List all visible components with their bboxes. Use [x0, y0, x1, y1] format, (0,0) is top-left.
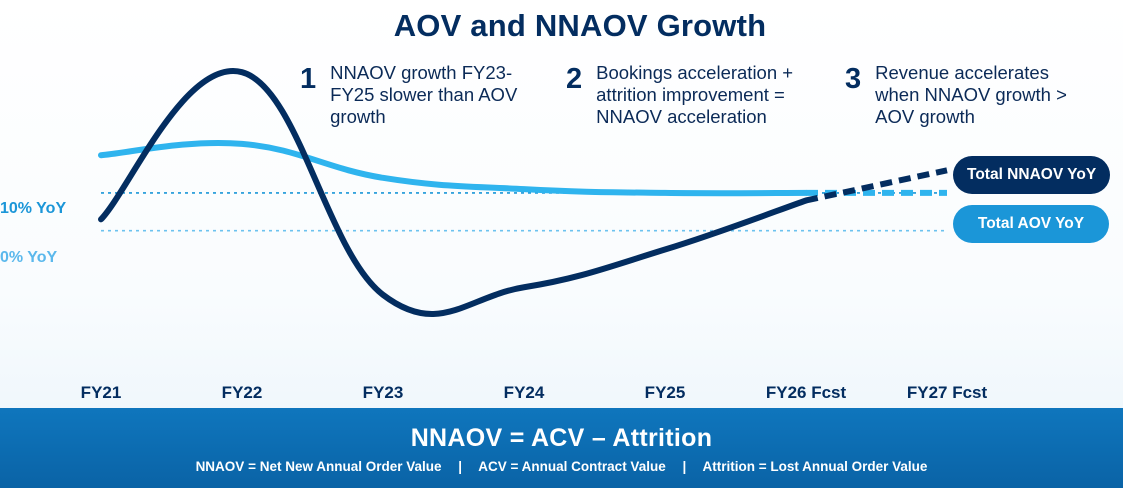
- def-nnaov: NNAOV = Net New Annual Order Value: [195, 459, 442, 474]
- x-tick-fy26: FY26 Fcst: [765, 383, 847, 402]
- footer-banner: NNAOV = ACV – Attrition NNAOV = Net New …: [0, 408, 1123, 488]
- x-tick-fy27: FY27 Fcst: [906, 383, 988, 402]
- callout-1: 1 NNAOV growth FY23-FY25 slower than AOV…: [300, 62, 540, 128]
- x-tick-fy23: FY23: [362, 383, 404, 402]
- series-line-total-aov-yoy: [98, 139, 809, 197]
- callout-1-number: 1: [300, 63, 317, 95]
- footer-formula: NNAOV = ACV – Attrition: [410, 424, 713, 452]
- footer-definitions: NNAOV = Net New Annual Order Value | ACV…: [0, 459, 1123, 474]
- callout-2: 2 Bookings acceleration + attrition impr…: [566, 62, 816, 128]
- x-tick-fy22: FY22: [221, 383, 263, 402]
- callout-3: 3 Revenue accelerates when NNAOV growth …: [845, 62, 1085, 128]
- legend-total-nnaov: Total NNAOV YoY: [953, 156, 1111, 194]
- def-attrition: Attrition = Lost Annual Order Value: [702, 459, 928, 474]
- callout-2-text: Bookings acceleration + attrition improv…: [596, 62, 794, 127]
- ref-label-10: 10% YoY: [0, 200, 67, 217]
- def-separator: |: [458, 459, 463, 474]
- chart-title: AOV and NNAOV Growth: [393, 8, 767, 43]
- x-tick-fy24: FY24: [503, 383, 545, 402]
- callout-3-text: Revenue accelerates when NNAOV growth > …: [875, 62, 1067, 127]
- x-tick-fy25: FY25: [644, 383, 686, 402]
- callout-1-text: NNAOV growth FY23-FY25 slower than AOV g…: [330, 62, 518, 127]
- def-acv: ACV = Annual Contract Value: [478, 459, 666, 474]
- series-line-total-nnaov-yoy: [98, 68, 809, 317]
- callout-2-number: 2: [566, 63, 583, 95]
- callout-3-number: 3: [845, 63, 862, 95]
- x-tick-fy21: FY21: [80, 383, 122, 402]
- legend-total-aov: Total AOV YoY: [953, 205, 1109, 243]
- series-forecast-total-nnaov-yoy: [805, 167, 948, 204]
- def-separator: |: [682, 459, 687, 474]
- ref-label-0: 0% YoY: [0, 249, 58, 266]
